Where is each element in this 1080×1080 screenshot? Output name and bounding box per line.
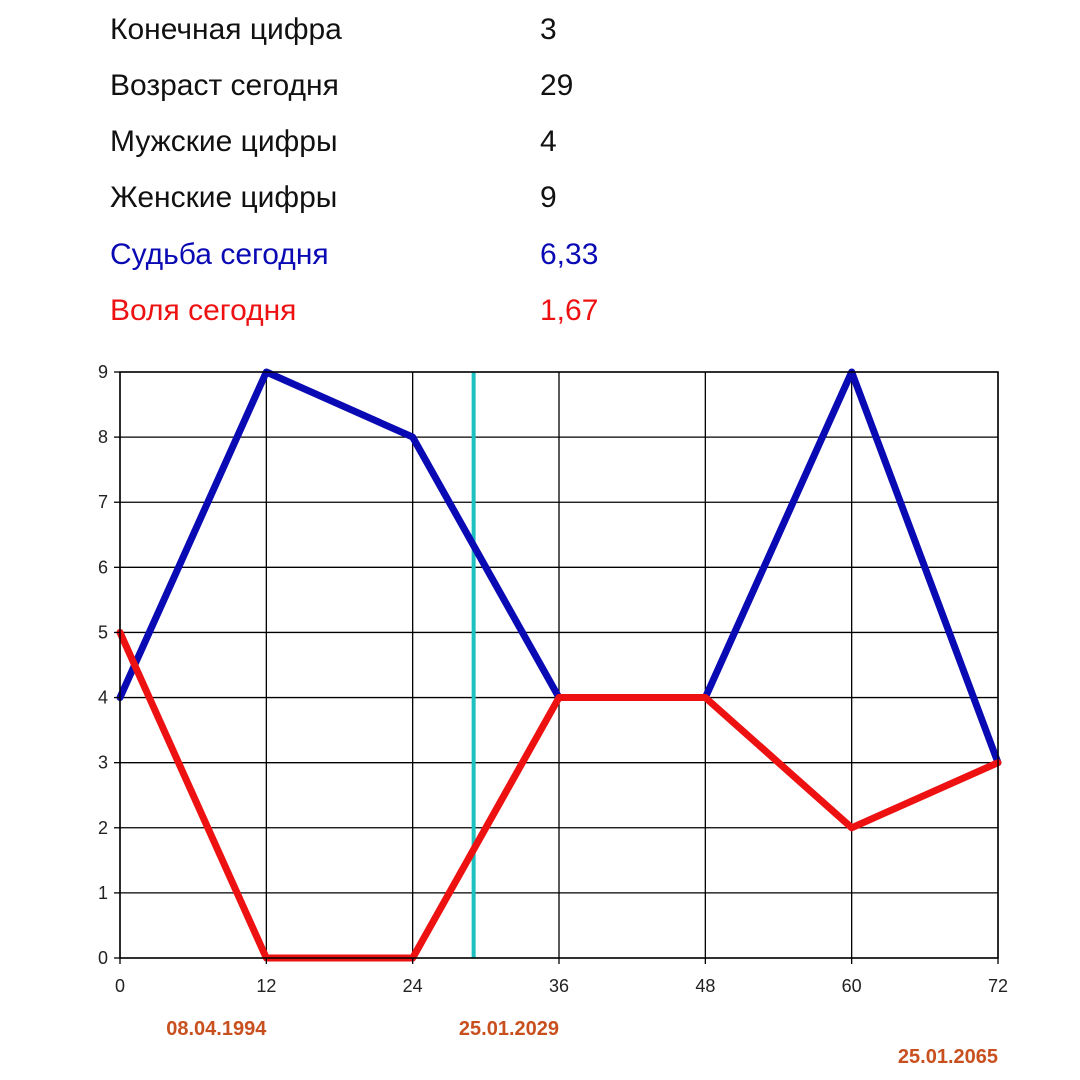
plot-border: [119, 371, 999, 959]
date-label: 08.04.1994: [166, 1018, 267, 1040]
y-tick-label: 6: [98, 557, 108, 577]
stat-label: Конечная цифра: [110, 13, 342, 46]
stat-label: Женские цифры: [110, 181, 338, 214]
date-label: 25.01.2029: [459, 1018, 559, 1040]
y-tick-label: 3: [98, 753, 108, 773]
y-tick-label: 4: [98, 688, 108, 708]
y-tick-label: 7: [98, 492, 108, 512]
x-tick-label: 36: [549, 976, 569, 996]
axes: [114, 371, 999, 964]
stat-label: Мужские цифры: [110, 125, 338, 158]
x-tick-label: 0: [115, 976, 125, 996]
stat-label: Судьба сегодня: [110, 238, 329, 271]
y-tick-label: 2: [98, 818, 108, 838]
stat-value: 29: [540, 69, 574, 102]
y-tick-label: 1: [98, 883, 108, 903]
stat-label: Воля сегодня: [110, 294, 297, 327]
stat-value: 9: [540, 181, 557, 214]
stat-value: 6,33: [540, 238, 599, 271]
x-tick-label: 72: [988, 976, 1008, 996]
x-tick-label: 12: [256, 976, 276, 996]
stat-value: 1,67: [540, 294, 599, 327]
x-tick-label: 60: [842, 976, 862, 996]
y-tick-label: 0: [98, 948, 108, 968]
y-tick-label: 8: [98, 427, 108, 447]
stat-value: 4: [540, 125, 557, 158]
x-tick-label: 24: [403, 976, 423, 996]
y-tick-label: 5: [98, 622, 108, 642]
date-labels: 08.04.1994 25.01.2029 25.01.2065: [166, 1018, 998, 1068]
y-tick-label: 9: [98, 362, 108, 382]
grid: [119, 371, 999, 959]
date-label: 25.01.2065: [898, 1046, 998, 1068]
stat-value: 3: [540, 13, 557, 46]
stat-label: Возраст сегодня: [110, 69, 339, 102]
x-tick-label: 48: [695, 976, 715, 996]
